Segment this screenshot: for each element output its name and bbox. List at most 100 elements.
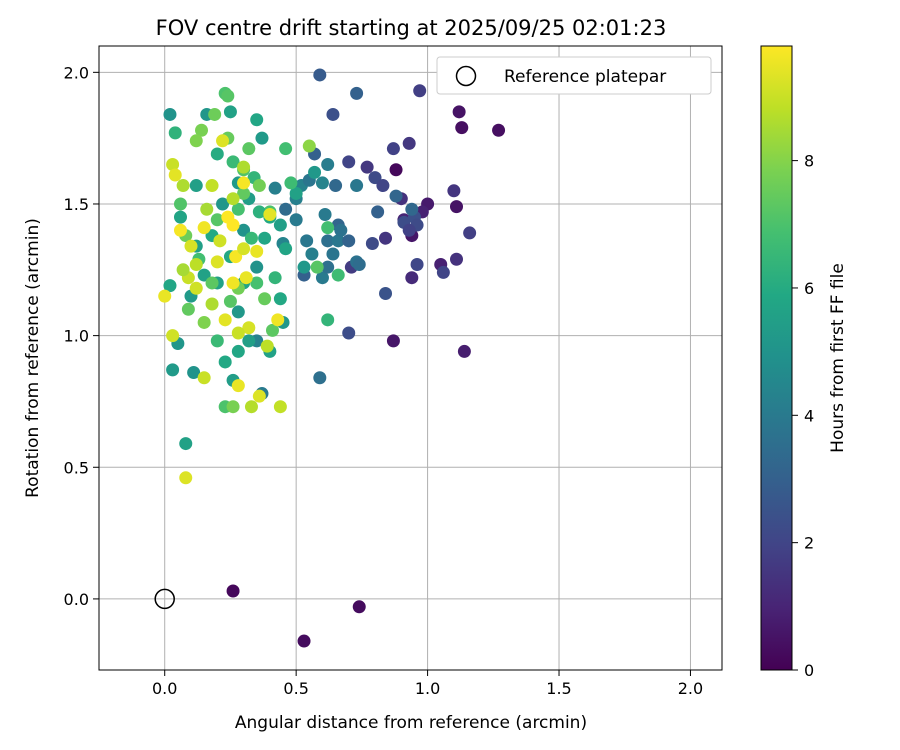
x-tick-label: 0.5 bbox=[283, 679, 308, 698]
scatter-point bbox=[436, 265, 450, 279]
scatter-point bbox=[321, 234, 335, 248]
scatter-point bbox=[210, 213, 224, 227]
scatter-point bbox=[297, 260, 311, 274]
scatter-point bbox=[213, 234, 227, 248]
scatter-point bbox=[318, 208, 332, 222]
legend-reference-marker bbox=[455, 65, 477, 87]
scatter-point bbox=[331, 268, 345, 282]
scatter-point bbox=[321, 260, 335, 274]
scatter-point bbox=[184, 239, 198, 253]
scatter-point bbox=[189, 281, 203, 295]
scatter-point bbox=[289, 186, 303, 200]
scatter-point bbox=[168, 168, 182, 182]
x-tick-label: 1.0 bbox=[415, 679, 440, 698]
scatter-point bbox=[321, 313, 335, 327]
scatter-point bbox=[181, 302, 195, 316]
scatter-point bbox=[218, 355, 232, 369]
scatter-point bbox=[168, 126, 182, 140]
scatter-point bbox=[308, 165, 322, 179]
scatter-point bbox=[258, 292, 272, 306]
scatter-point bbox=[163, 107, 177, 121]
scatter-point bbox=[284, 176, 298, 190]
scatter-point bbox=[226, 192, 240, 206]
scatter-point bbox=[242, 321, 256, 335]
scatter-point bbox=[405, 202, 419, 216]
scatter-point bbox=[315, 271, 329, 285]
colorbar-tick-label: 0 bbox=[804, 661, 814, 680]
scatter-point bbox=[197, 268, 211, 282]
scatter-point bbox=[250, 113, 264, 127]
scatter-point bbox=[402, 223, 416, 237]
scatter-point bbox=[271, 313, 285, 327]
scatter-point bbox=[279, 202, 293, 216]
scatter-point bbox=[250, 244, 264, 258]
colorbar-tick-label: 8 bbox=[804, 152, 814, 171]
scatter-point bbox=[313, 68, 327, 82]
colorbar-tick-label: 4 bbox=[804, 406, 814, 425]
scatter-point bbox=[268, 271, 282, 285]
scatter-point bbox=[255, 131, 269, 145]
scatter-point bbox=[389, 163, 403, 177]
scatter-point bbox=[342, 155, 356, 169]
scatter-point bbox=[315, 176, 329, 190]
scatter-point bbox=[410, 258, 424, 272]
legend-box bbox=[436, 56, 712, 95]
scatter-point bbox=[208, 107, 222, 121]
scatter-point bbox=[273, 400, 287, 414]
scatter-point bbox=[179, 471, 193, 485]
scatter-point bbox=[263, 208, 277, 222]
scatter-point bbox=[252, 389, 266, 403]
scatter-point bbox=[173, 223, 187, 237]
y-axis-ticks: 0.0 0.5 1.0 1.5 2.0 bbox=[64, 63, 99, 609]
scatter-point bbox=[205, 297, 219, 311]
scatter-point bbox=[173, 210, 187, 224]
scatter-point bbox=[216, 197, 230, 211]
scatter-point bbox=[368, 171, 382, 185]
scatter-point bbox=[250, 276, 264, 290]
scatter-point bbox=[447, 184, 461, 198]
scatter-point bbox=[189, 258, 203, 272]
colorbar-tick-label: 6 bbox=[804, 279, 814, 298]
scatter-point bbox=[452, 105, 466, 119]
scatter-point bbox=[463, 226, 477, 240]
scatter-point bbox=[197, 315, 211, 329]
scatter-point bbox=[360, 160, 374, 174]
x-axis-label: Angular distance from reference (arcmin) bbox=[235, 713, 587, 733]
scatter-point bbox=[386, 142, 400, 156]
scatter-point bbox=[302, 139, 316, 153]
scatter-point bbox=[221, 89, 235, 103]
legend: Reference platepar bbox=[436, 56, 712, 95]
scatter-point bbox=[342, 326, 356, 340]
scatter-point bbox=[252, 205, 266, 219]
y-tick-label: 0.0 bbox=[64, 590, 89, 609]
scatter-point bbox=[205, 179, 219, 193]
scatter-point bbox=[450, 200, 464, 214]
scatter-point bbox=[492, 123, 506, 137]
scatter-point bbox=[326, 247, 340, 261]
scatter-point bbox=[226, 400, 240, 414]
scatter-point bbox=[331, 234, 345, 248]
scatter-point bbox=[176, 263, 190, 277]
y-tick-label: 0.5 bbox=[64, 458, 89, 477]
scatter-point bbox=[289, 213, 303, 227]
scatter-point bbox=[189, 134, 203, 148]
scatter-point bbox=[176, 179, 190, 193]
scatter-point bbox=[173, 197, 187, 211]
legend-entry-reference: Reference platepar bbox=[504, 67, 666, 87]
scatter-point bbox=[237, 186, 251, 200]
scatter-point bbox=[237, 242, 251, 256]
scatter-point bbox=[231, 202, 245, 216]
scatter-point bbox=[321, 221, 335, 235]
scatter-point bbox=[297, 634, 311, 648]
scatter-point bbox=[197, 221, 211, 235]
scatter-point bbox=[334, 223, 348, 237]
colorbar-ticks: 0 2 4 6 8 bbox=[792, 152, 814, 680]
scatter-point bbox=[365, 236, 379, 250]
scatter-point bbox=[242, 334, 256, 348]
scatter-point bbox=[305, 247, 319, 261]
scatter-point bbox=[413, 84, 427, 98]
scatter-point bbox=[321, 157, 335, 171]
colorbar-gradient bbox=[760, 45, 793, 671]
scatter-point bbox=[350, 179, 364, 193]
